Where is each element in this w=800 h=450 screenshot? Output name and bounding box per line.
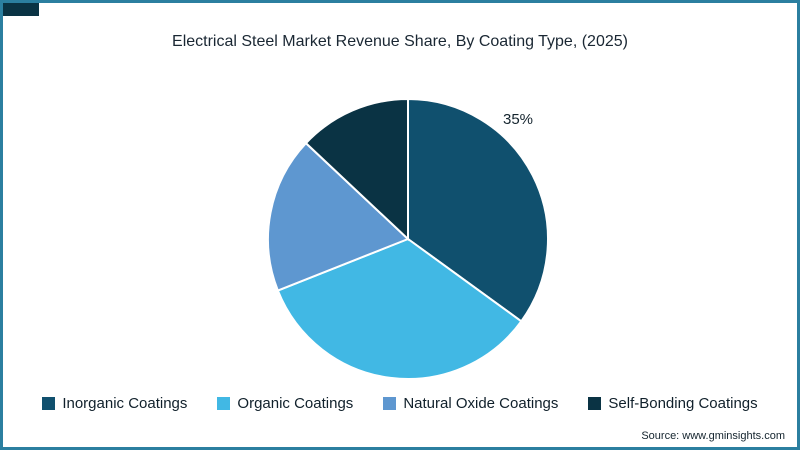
- chart-legend: Inorganic Coatings Organic Coatings Natura…: [3, 395, 797, 412]
- legend-item-self-bonding-coatings: Self-Bonding Coatings: [588, 395, 758, 412]
- source-text: Source: www.gminsights.com: [641, 430, 785, 442]
- pie-svg: [267, 97, 549, 380]
- legend-item-inorganic-coatings: Inorganic Coatings: [42, 395, 187, 412]
- pie-chart: [258, 89, 558, 389]
- legend-label-organic-coatings: Organic Coatings: [237, 395, 354, 412]
- legend-swatch-inorganic-coatings: [42, 397, 56, 410]
- legend-item-organic-coatings: Organic Coatings: [217, 395, 353, 412]
- pie-slice-natural-oxide-coatings: [267, 141, 410, 292]
- legend-swatch-natural-oxide-coatings: [383, 397, 397, 410]
- pie-slice-organic-coatings: [276, 237, 523, 380]
- pie-data-label-35: 35%: [503, 111, 534, 128]
- corner-accent: [3, 3, 39, 16]
- legend-swatch-organic-coatings: [217, 397, 231, 410]
- legend-label-inorganic-coatings: Inorganic Coatings: [62, 395, 188, 412]
- pie-slice-self-bonding-coatings: [304, 97, 409, 242]
- pie-slice-inorganic-coatings: [407, 97, 549, 323]
- legend-item-natural-oxide-coatings: Natural Oxide Coatings: [383, 395, 558, 412]
- legend-label-self-bonding-coatings: Self-Bonding Coatings: [608, 395, 758, 412]
- legend-label-natural-oxide-coatings: Natural Oxide Coatings: [403, 395, 559, 412]
- legend-swatch-self-bonding-coatings: [588, 397, 602, 410]
- chart-title: Electrical Steel Market Revenue Share, B…: [172, 33, 628, 50]
